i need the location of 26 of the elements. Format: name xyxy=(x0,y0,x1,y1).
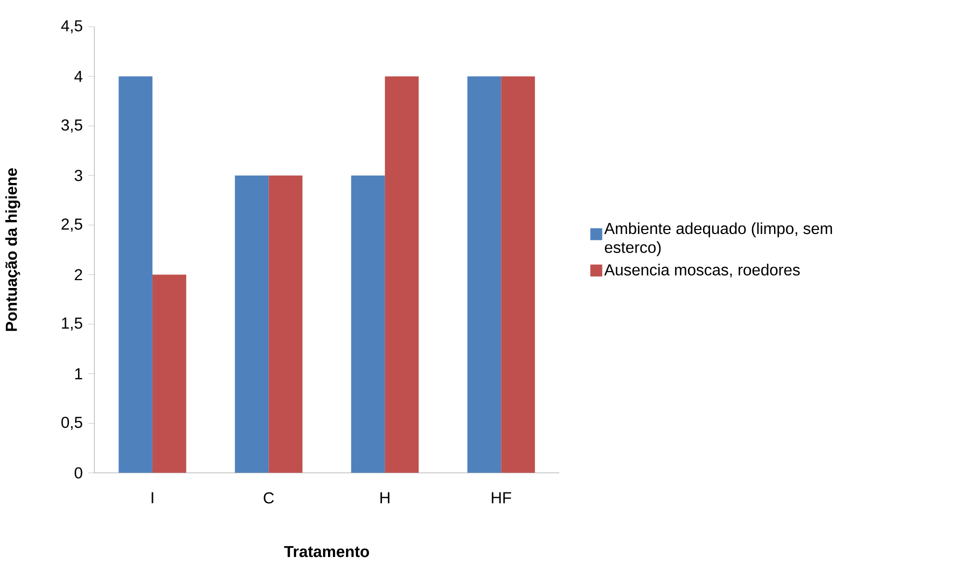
x-tick-label: H xyxy=(380,492,390,504)
x-tick-label: HF xyxy=(492,492,512,504)
y-tick-label: 1,5 xyxy=(62,318,82,331)
y-tick-label: 4 xyxy=(74,70,82,82)
bar xyxy=(152,274,186,473)
y-tick-label: 2 xyxy=(74,268,82,280)
legend-label: Ambiente adequado (limpo, sem esterco) xyxy=(604,222,832,256)
bar xyxy=(467,76,502,473)
bar xyxy=(234,175,269,473)
y-tick-label: 3 xyxy=(74,170,82,182)
x-axis-title: Tratamento xyxy=(284,546,370,558)
y-tick-label: 0,5 xyxy=(61,416,82,430)
bar xyxy=(268,175,302,473)
y-tick-label: 4,5 xyxy=(61,20,82,34)
y-tick-label: 3,5 xyxy=(61,119,82,132)
y-tick-label: 0 xyxy=(74,467,82,478)
legend-label: Ausencia moscas, roedores xyxy=(604,264,800,278)
bar xyxy=(501,76,535,473)
y-tick-label: 1 xyxy=(75,368,82,380)
bar xyxy=(351,175,385,473)
x-tick-label: C xyxy=(264,492,274,504)
bar xyxy=(384,76,419,473)
x-tick-label: I xyxy=(152,492,154,504)
bar xyxy=(118,76,152,473)
y-axis-title: Pontuação da higiene xyxy=(5,168,20,331)
y-tick-label: 2,5 xyxy=(62,218,82,232)
